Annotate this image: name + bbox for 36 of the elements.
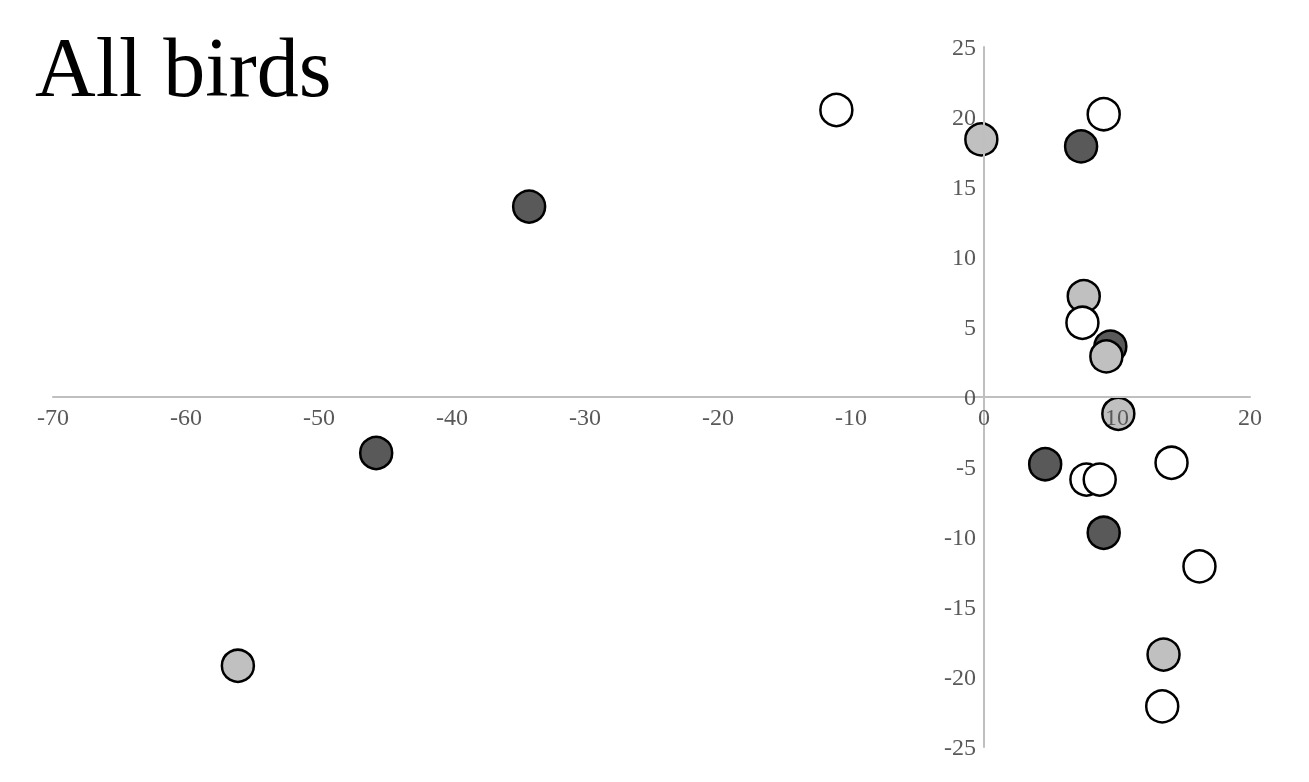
point <box>1086 515 1121 551</box>
y-tick-label: 5 <box>964 314 976 340</box>
x-tick-label: -20 <box>702 404 734 430</box>
x-tick-label: -30 <box>569 404 601 430</box>
x-tick-label: -10 <box>835 404 867 430</box>
point <box>1082 462 1117 497</box>
x-tick-label: -70 <box>37 404 69 430</box>
point <box>1146 637 1181 672</box>
y-tick-label: -5 <box>956 454 976 480</box>
x-tick-label: -40 <box>436 404 468 430</box>
point <box>1065 305 1100 341</box>
point <box>1154 445 1189 481</box>
y-tick-label: -15 <box>944 594 976 620</box>
point <box>1182 549 1217 584</box>
y-tick-label: -25 <box>944 734 976 760</box>
x-tick-label: -60 <box>170 404 202 430</box>
y-tick-label: 15 <box>952 174 976 200</box>
point <box>220 648 256 684</box>
point <box>1086 96 1121 132</box>
point <box>1027 446 1063 482</box>
y-tick-label: 0 <box>964 384 976 410</box>
y-tick-label: -20 <box>944 664 976 690</box>
x-tick-label: -50 <box>303 404 335 430</box>
y-tick-label: 10 <box>952 244 976 270</box>
y-tick-label: 25 <box>952 34 976 60</box>
point <box>1063 129 1099 164</box>
point <box>358 435 394 471</box>
y-tick-label: 20 <box>952 104 976 130</box>
point <box>1089 339 1124 374</box>
point <box>1145 689 1180 724</box>
x-tick-label: 20 <box>1238 404 1262 430</box>
x-tick-label: 10 <box>1105 404 1129 430</box>
chart-title: All birds <box>35 20 332 114</box>
y-tick-label: -10 <box>944 524 976 550</box>
point <box>511 189 547 224</box>
point <box>819 92 854 128</box>
